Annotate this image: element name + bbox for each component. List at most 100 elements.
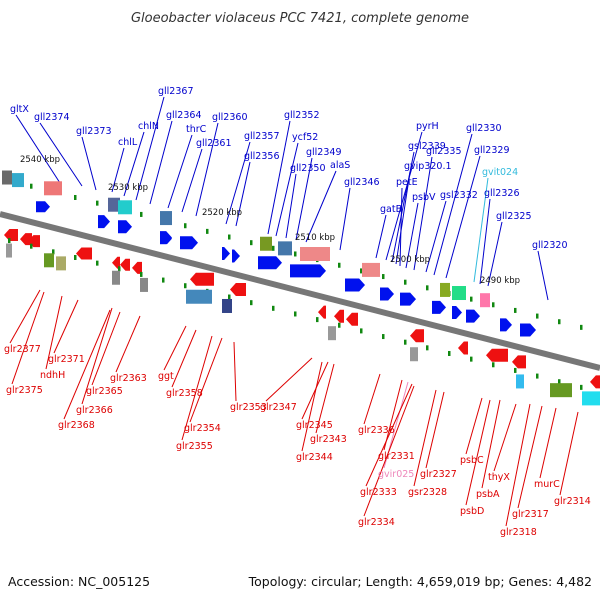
gene-label: gll2374	[34, 112, 70, 123]
leader-line	[181, 148, 203, 213]
gene-label: gll2352	[284, 110, 320, 121]
leader-line	[559, 411, 579, 496]
gene-label: chlL	[118, 137, 138, 148]
forward-gene-arrow	[400, 292, 416, 306]
feature-box	[222, 298, 232, 313]
forward-gene-arrow	[258, 256, 282, 270]
gene-label: gll2357	[244, 131, 280, 142]
leader-line	[301, 361, 323, 452]
leader-line	[473, 177, 489, 283]
gene-label: glr2377	[4, 344, 41, 355]
green-tick-mark	[250, 240, 253, 246]
gene-label: chlN	[138, 121, 159, 132]
feature-box	[410, 347, 418, 362]
leader-line	[235, 161, 251, 227]
green-tick-mark	[228, 294, 231, 300]
gene-label: psbV	[412, 192, 436, 203]
green-tick-mark	[404, 339, 407, 345]
leader-line	[505, 403, 531, 527]
gene-label: gll2373	[76, 126, 112, 137]
leader-line	[195, 122, 219, 217]
leader-line	[135, 96, 165, 201]
gene-label: ggt	[158, 371, 174, 382]
gene-label: glr2375	[6, 385, 43, 396]
feature-box	[452, 286, 466, 301]
forward-gene-arrow	[520, 323, 536, 337]
leader-line	[385, 131, 423, 261]
leader-line	[295, 157, 313, 241]
map-title: Gloeobacter violaceus PCC 7421, complete…	[131, 11, 469, 26]
leader-line	[91, 311, 121, 386]
gene-label: glr2371	[48, 354, 85, 365]
gene-label: gll2360	[212, 112, 248, 123]
feature-box	[328, 326, 336, 341]
green-tick-mark	[184, 223, 187, 229]
gene-label: glr2353	[230, 402, 267, 413]
leader-line	[539, 407, 557, 479]
green-tick-mark	[8, 238, 11, 244]
feature-box	[118, 200, 132, 215]
gene-label: glr2347	[260, 402, 297, 413]
gene-label: glr2314	[554, 496, 591, 507]
gene-label: ycf52	[292, 132, 318, 143]
leader-line	[465, 399, 491, 506]
leader-line	[123, 131, 145, 197]
gene-label: psbD	[460, 506, 484, 517]
leader-line	[445, 155, 481, 279]
green-tick-mark	[448, 350, 451, 356]
gene-label: gvit024	[482, 167, 518, 178]
feature-box	[140, 277, 148, 292]
gene-label: glr2365	[86, 386, 123, 397]
leader-line	[399, 187, 403, 267]
green-tick-mark	[250, 300, 253, 306]
leader-line	[285, 173, 297, 239]
green-tick-mark	[140, 211, 143, 217]
leader-line	[537, 250, 549, 301]
leader-line	[181, 335, 213, 441]
feature-box	[12, 173, 24, 188]
green-tick-mark	[514, 307, 517, 313]
green-tick-mark	[118, 266, 121, 272]
leader-line	[275, 142, 299, 237]
reverse-gene-arrow	[4, 229, 18, 242]
reverse-gene-arrow	[590, 375, 600, 389]
forward-gene-arrow	[180, 236, 198, 250]
genome-backbone	[0, 211, 600, 371]
label-leader-lines	[9, 96, 579, 527]
leader-line	[11, 291, 45, 385]
green-tick-mark	[536, 313, 539, 319]
gene-label: gll2346	[344, 177, 380, 188]
leader-line	[115, 315, 141, 373]
forward-gene-arrow	[432, 300, 446, 314]
gene-label: glr2334	[358, 517, 395, 528]
gene-label: gsr2328	[408, 487, 447, 498]
gene-label: gll2364	[166, 110, 202, 121]
scale-tick-label: 2500 kbp	[390, 255, 430, 265]
feature-box	[6, 243, 12, 258]
green-tick-mark	[580, 324, 583, 330]
green-tick-mark	[30, 183, 33, 189]
forward-gene-arrow	[232, 249, 240, 263]
reverse-gene-arrow	[410, 329, 424, 343]
green-tick-mark	[492, 302, 495, 308]
gene-label: glr2317	[512, 509, 549, 520]
feature-box	[362, 262, 380, 277]
leader-line	[395, 171, 411, 265]
feature-box	[278, 241, 292, 256]
green-tick-mark	[228, 234, 231, 240]
green-tick-mark	[96, 200, 99, 206]
green-tick-mark	[536, 373, 539, 379]
gene-label: thrC	[186, 124, 207, 135]
gene-label: ndhH	[40, 370, 65, 381]
green-tick-mark	[184, 283, 187, 289]
reverse-gene-arrow	[76, 247, 92, 260]
gene-label: glr2333	[360, 487, 397, 498]
gene-label: pyrH	[416, 121, 439, 132]
leader-line	[305, 170, 337, 243]
feature-box	[2, 170, 12, 185]
leader-line	[479, 198, 491, 285]
leader-line	[405, 202, 419, 269]
gene-label: gvip320.1	[404, 161, 452, 172]
